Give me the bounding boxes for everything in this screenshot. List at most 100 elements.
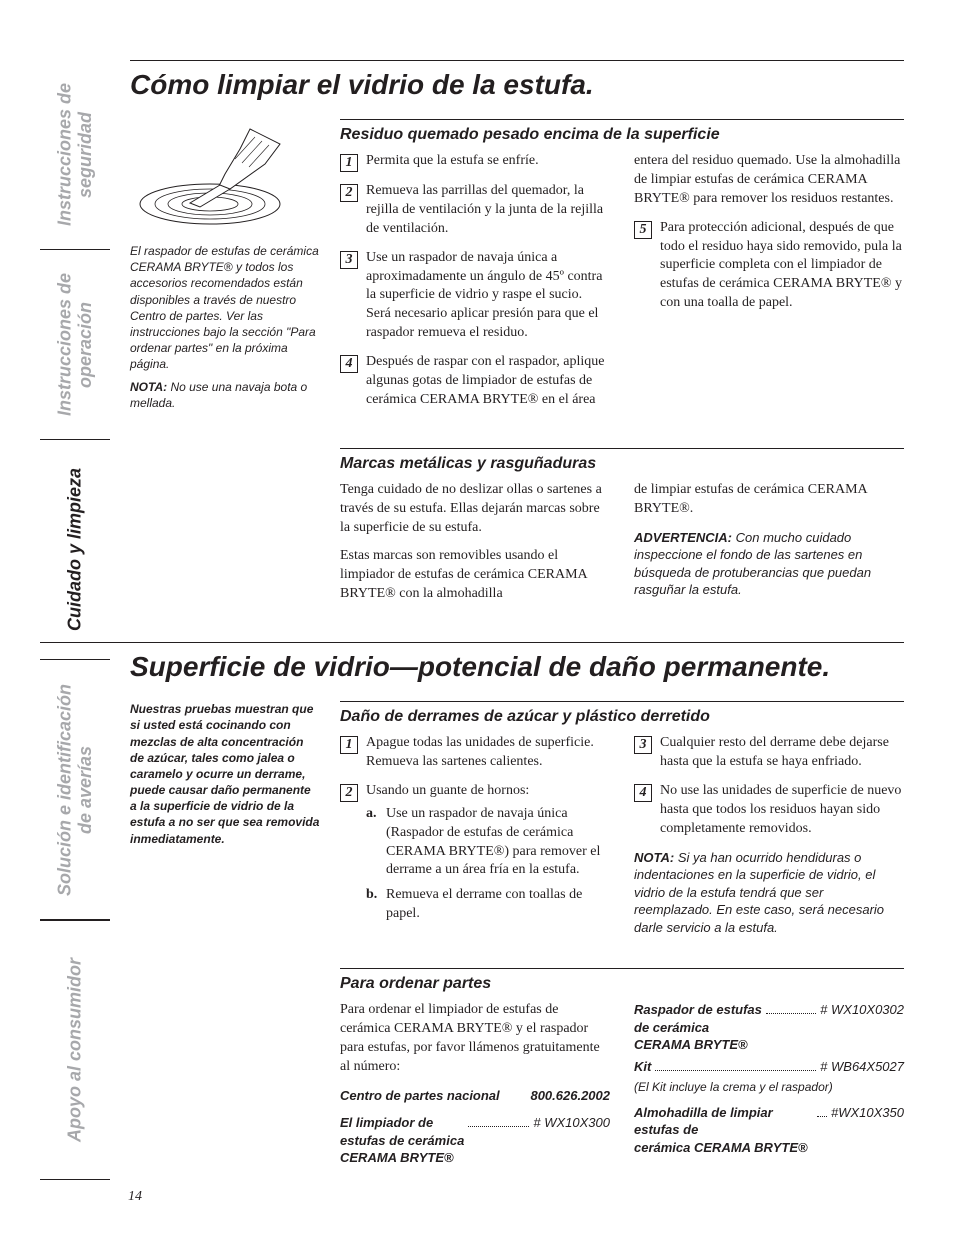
dano-step-2-sublist: a.Use un raspador de navaja única (Raspa… — [366, 805, 610, 924]
heading-partes: Para ordenar partes — [340, 968, 904, 993]
dano-step-2-intro: Usando un guante de hornos: — [366, 783, 529, 798]
marcas-columns: Tenga cuidado de no deslizar ollas o sar… — [340, 481, 904, 614]
residuo-col-left: 1 Permita que la estufa se enfríe. 2 Remue… — [340, 152, 610, 420]
dano-note-label: NOTA: — [634, 850, 674, 865]
step-5-text: Para protección adicional, después de qu… — [660, 219, 904, 313]
dano-step-3: 3Cualquier resto del derrame debe dejars… — [634, 734, 904, 772]
partes-intro: Para ordenar el limpiador de estufas de … — [340, 1001, 610, 1077]
section-residuo: El raspador de estufas de cerámica CERAM… — [130, 119, 904, 420]
dano-step-4: 4 No use las unidades de superficie de nu… — [634, 782, 904, 839]
part-kit-num: # WB64X5027 — [820, 1058, 904, 1076]
marcas-p1: Tenga cuidado de no deslizar ollas o sar… — [340, 481, 610, 538]
dano-main: Daño de derrames de azúcar y plástico de… — [340, 701, 904, 940]
dots-icon — [468, 1126, 529, 1127]
part-limpiador-label: El limpiador de estufas de cerámica CERA… — [340, 1114, 464, 1167]
step-5: 5 Para protección adicional, después de q… — [634, 219, 904, 313]
step-num-2: 2 — [340, 184, 358, 202]
page-title-1: Cómo limpiar el vidrio de la estufa. — [130, 60, 904, 101]
page-content: Cómo limpiar el vidrio de la estufa. El … — [130, 60, 904, 1171]
part-almohadilla: Almohadilla de limpiar estufas de cerámi… — [634, 1104, 904, 1157]
page-title-2: Superficie de vidrio—potencial de daño p… — [40, 642, 904, 683]
heading-marcas: Marcas metálicas y rasguñaduras — [340, 448, 904, 473]
dano-side: Nuestras pruebas muestran que si usted e… — [130, 701, 320, 940]
dano-step-2a: a.Use un raspador de navaja única (Raspa… — [366, 805, 610, 881]
nota-label: NOTA: — [130, 380, 167, 394]
dano-step-num-4: 4 — [634, 784, 652, 802]
dano-step-num-3: 3 — [634, 736, 652, 754]
part-raspador-label: Raspador de estufas de cerámica CERAMA B… — [634, 1001, 762, 1054]
part-limpiador-num: # WX10X300 — [533, 1114, 610, 1132]
step-2-text: Remueva las parrillas del quemador, la r… — [366, 182, 610, 239]
step-4-continuation: entera del residuo quemado. Use la almoh… — [634, 152, 904, 209]
dano-step-4-text: No use las unidades de superficie de nue… — [660, 782, 904, 839]
dano-side-note: Nuestras pruebas muestran que si usted e… — [130, 701, 320, 847]
tab-seguridad[interactable]: Instrucciones de seguridad — [40, 60, 110, 250]
advertencia-label: ADVERTENCIA: — [634, 530, 732, 545]
dano-note: NOTA: Si ya han ocurrido hendiduras o in… — [634, 849, 904, 937]
residuo-columns: 1 Permita que la estufa se enfríe. 2 Remue… — [340, 152, 904, 420]
section-partes: Para ordenar partes Para ordenar el limp… — [130, 968, 904, 1171]
section-dano: Nuestras pruebas muestran que si usted e… — [130, 701, 904, 940]
partes-col-right: Raspador de estufas de cerámica CERAMA B… — [634, 1001, 904, 1171]
residuo-main: Residuo quemado pesado encima de la supe… — [340, 119, 904, 420]
illustration-col: El raspador de estufas de cerámica CERAM… — [130, 119, 320, 420]
marcas-col-left: Tenga cuidado de no deslizar ollas o sar… — [340, 481, 610, 614]
dano-step-2b: b.Remueva el derrame con toallas de pape… — [366, 886, 610, 924]
heading-dano: Daño de derrames de azúcar y plástico de… — [340, 701, 904, 726]
part-limpiador: El limpiador de estufas de cerámica CERA… — [340, 1114, 610, 1167]
side-tabs: Instrucciones de seguridad Instrucciones… — [40, 60, 110, 1180]
step-num-1: 1 — [340, 154, 358, 172]
step-1-text: Permita que la estufa se enfríe. — [366, 152, 610, 172]
dots-icon — [655, 1070, 816, 1071]
tab-solucion[interactable]: Solución e identificación de averías — [40, 660, 110, 920]
letter-b: b. — [366, 886, 380, 924]
dots-icon — [817, 1116, 827, 1117]
dano-columns: 1Apague todas las unidades de superficie… — [340, 734, 904, 940]
dano-col-left: 1Apague todas las unidades de superficie… — [340, 734, 610, 940]
partes-main: Para ordenar partes Para ordenar el limp… — [340, 968, 904, 1171]
step-num-4: 4 — [340, 355, 358, 373]
step-3: 3 Use un raspador de navaja única a aprox… — [340, 249, 610, 343]
dano-step-2a-text: Use un raspador de navaja única (Raspado… — [386, 805, 610, 881]
dano-step-2b-text: Remueva el derrame con toallas de papel. — [386, 886, 610, 924]
tab-cuidado[interactable]: Cuidado y limpieza — [40, 440, 110, 660]
marcas-p2: Estas marcas son removibles usando el li… — [340, 547, 610, 604]
scraper-illustration — [130, 119, 300, 229]
dano-step-1: 1Apague todas las unidades de superficie… — [340, 734, 610, 772]
part-raspador: Raspador de estufas de cerámica CERAMA B… — [634, 1001, 904, 1054]
tab-apoyo[interactable]: Apoyo al consumidor — [40, 920, 110, 1180]
marcas-main: Marcas metálicas y rasguñaduras Tenga cu… — [340, 448, 904, 614]
letter-a: a. — [366, 805, 380, 881]
partes-columns: Para ordenar el limpiador de estufas de … — [340, 1001, 904, 1171]
part-raspador-num: # WX10X0302 — [820, 1001, 904, 1019]
dano-step-num-2: 2 — [340, 784, 358, 802]
step-1: 1 Permita que la estufa se enfríe. — [340, 152, 610, 172]
marcas-warning: ADVERTENCIA: Con mucho cuidado inspeccio… — [634, 529, 904, 599]
step-2: 2 Remueva las parrillas del quemador, la … — [340, 182, 610, 239]
illustration-note: NOTA: No use una navaja bota o mellada. — [130, 379, 320, 411]
part-kit-label: Kit — [634, 1058, 651, 1076]
step-num-5: 5 — [634, 221, 652, 239]
marcas-p3: de limpiar estufas de cerámica CERAMA BR… — [634, 481, 904, 519]
step-num-3: 3 — [340, 251, 358, 269]
step-4: 4 Después de raspar con el raspador, apli… — [340, 353, 610, 410]
centro-label: Centro de partes nacional — [340, 1087, 500, 1105]
dano-col-right: 3Cualquier resto del derrame debe dejars… — [634, 734, 904, 940]
residuo-col-right: entera del residuo quemado. Use la almoh… — [634, 152, 904, 420]
illustration-caption: El raspador de estufas de cerámica CERAM… — [130, 243, 320, 373]
dano-step-2-body: Usando un guante de hornos: a.Use un ras… — [366, 782, 610, 930]
centro-partes: Centro de partes nacional 800.626.2002 — [340, 1087, 610, 1105]
step-4-text: Después de raspar con el raspador, apliq… — [366, 353, 610, 410]
dano-step-2: 2 Usando un guante de hornos: a.Use un r… — [340, 782, 610, 930]
marcas-side-empty — [130, 448, 320, 614]
section-marcas: Marcas metálicas y rasguñaduras Tenga cu… — [130, 448, 904, 614]
dano-step-1-text: Apague todas las unidades de superficie.… — [366, 734, 610, 772]
part-almohadilla-label: Almohadilla de limpiar estufas de cerámi… — [634, 1104, 813, 1157]
tab-operacion[interactable]: Instrucciones de operación — [40, 250, 110, 440]
heading-residuo: Residuo quemado pesado encima de la supe… — [340, 119, 904, 144]
marcas-col-right: de limpiar estufas de cerámica CERAMA BR… — [634, 481, 904, 614]
step-3-text: Use un raspador de navaja única a aproxi… — [366, 249, 610, 343]
partes-col-left: Para ordenar el limpiador de estufas de … — [340, 1001, 610, 1171]
part-kit-note: (El Kit incluye la crema y el raspador) — [634, 1079, 904, 1095]
dots-icon — [766, 1013, 816, 1014]
